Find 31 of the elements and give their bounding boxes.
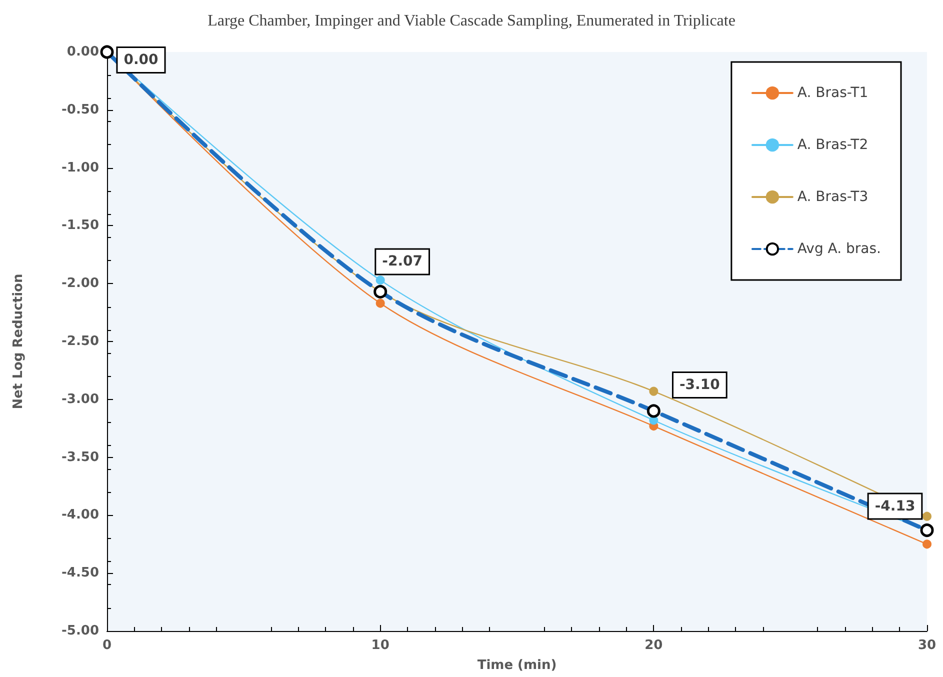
x-tick-label: 0: [102, 638, 112, 653]
point: [922, 540, 932, 549]
point: [922, 512, 932, 521]
chart-title: Large Chamber, Impinger and Viable Cascade Sampling, Enumerated in Triplicate: [208, 12, 736, 30]
y-tick-label: -3.50: [62, 450, 99, 465]
point: [649, 386, 658, 396]
legend-label: A. Bras-T2: [797, 137, 868, 153]
y-tick-label: -1.00: [62, 160, 99, 176]
data-label: -2.07: [382, 254, 423, 270]
legend-label: Avg A. bras.: [797, 241, 881, 257]
y-tick-label: -1.50: [62, 218, 99, 234]
y-tick-label: -4.50: [62, 566, 99, 581]
data-label: 0.00: [124, 52, 159, 68]
x-tick-label: 20: [644, 638, 663, 653]
point: [376, 298, 385, 308]
y-tick-label: -0.50: [62, 102, 99, 118]
x-axis-title: Time (min): [477, 658, 557, 673]
legend-label: A. Bras-T3: [797, 189, 868, 205]
y-tick-label: -5.00: [62, 624, 99, 638]
y-tick-label: -2.00: [62, 276, 99, 292]
y-tick-label: -4.00: [62, 508, 99, 523]
legend-label: A. Bras-T1: [797, 85, 868, 101]
y-axis-title: Net Log Reduction: [11, 274, 26, 410]
y-tick-label: -3.00: [62, 392, 99, 407]
x-tick-label: 10: [371, 638, 390, 653]
data-label: -3.10: [679, 376, 720, 393]
y-tick-label: -2.50: [62, 334, 99, 349]
x-tick-label: 30: [918, 638, 936, 653]
y-tick-label: 0.00: [66, 44, 99, 60]
data-label: -4.13: [874, 498, 916, 514]
point: [376, 276, 385, 285]
